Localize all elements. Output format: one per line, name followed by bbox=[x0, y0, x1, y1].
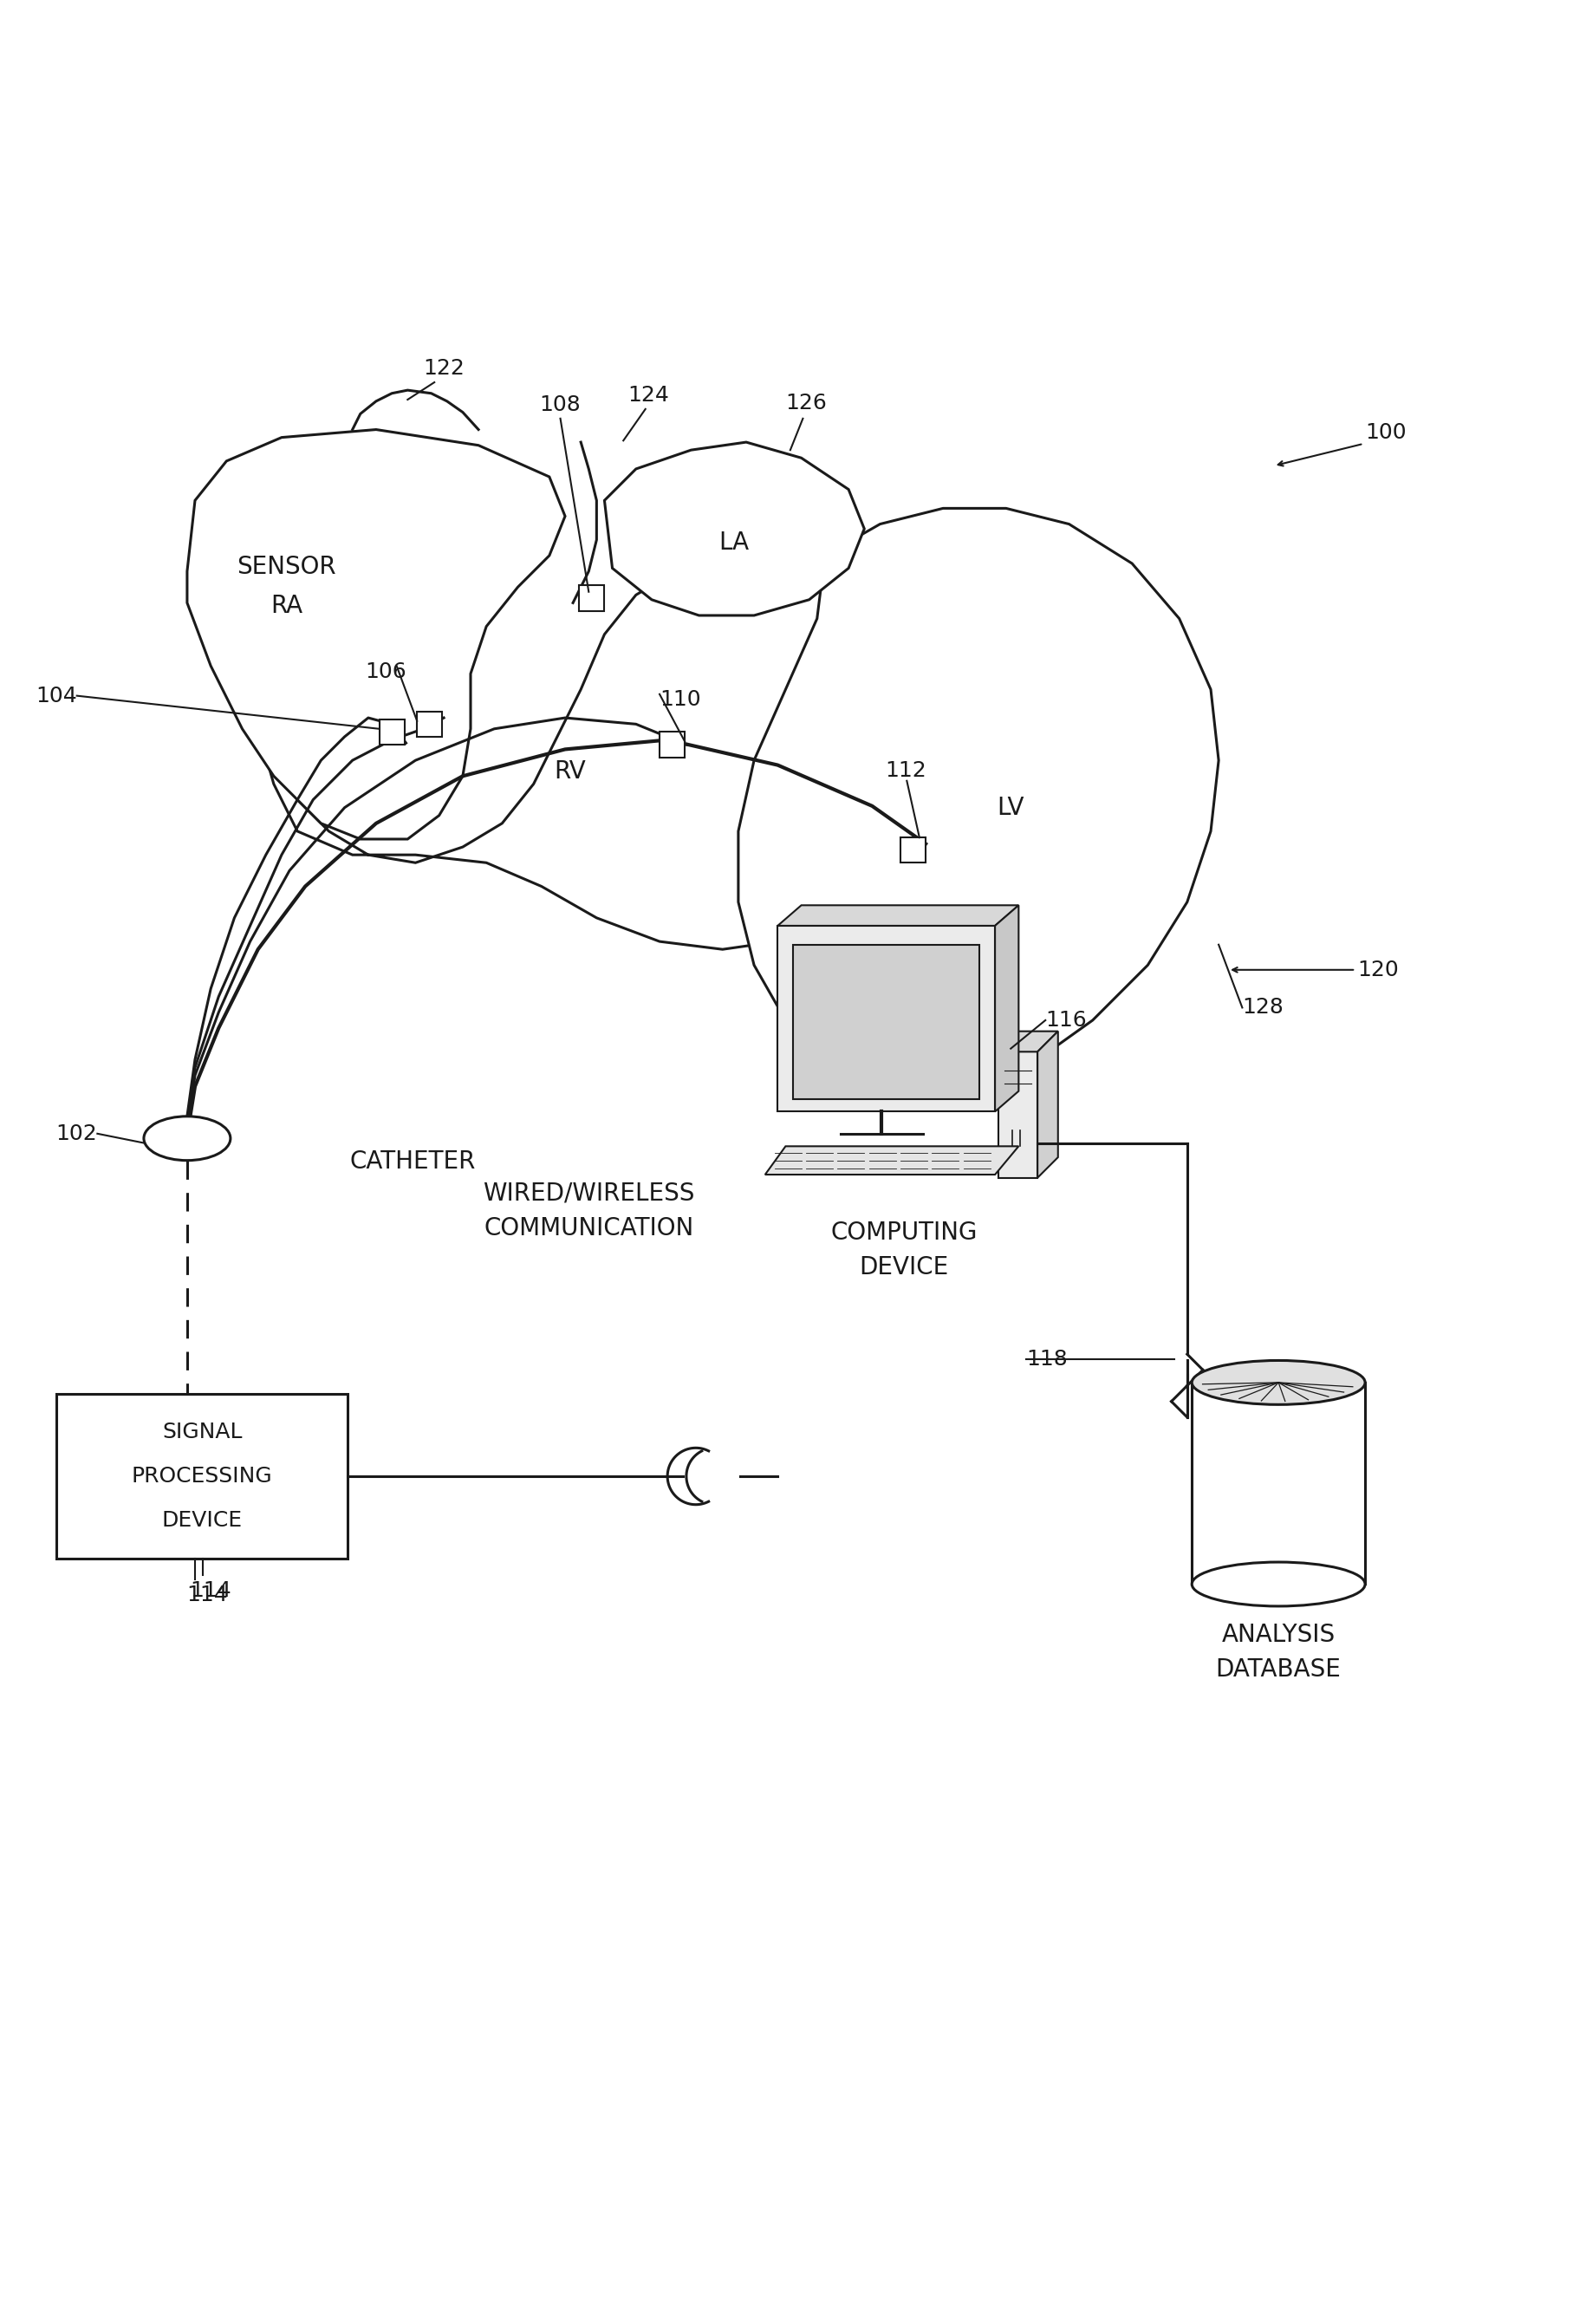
Text: SENSOR: SENSOR bbox=[236, 555, 336, 579]
Polygon shape bbox=[1037, 1032, 1058, 1178]
FancyBboxPatch shape bbox=[57, 1394, 347, 1559]
Text: SIGNAL: SIGNAL bbox=[162, 1422, 243, 1443]
Ellipse shape bbox=[144, 1116, 230, 1160]
Text: WIRED/WIRELESS: WIRED/WIRELESS bbox=[482, 1181, 695, 1206]
Text: 120: 120 bbox=[1356, 960, 1397, 981]
Text: DEVICE: DEVICE bbox=[858, 1255, 948, 1281]
FancyBboxPatch shape bbox=[379, 720, 404, 744]
Text: LV: LV bbox=[996, 795, 1025, 820]
Text: 110: 110 bbox=[660, 690, 701, 711]
Polygon shape bbox=[793, 944, 979, 1099]
Text: ANALYSIS: ANALYSIS bbox=[1221, 1622, 1334, 1648]
Text: COMPUTING: COMPUTING bbox=[829, 1220, 977, 1246]
Ellipse shape bbox=[1191, 1562, 1364, 1606]
Text: 114: 114 bbox=[190, 1580, 232, 1601]
Polygon shape bbox=[251, 562, 926, 951]
Text: 126: 126 bbox=[785, 393, 826, 414]
Polygon shape bbox=[1191, 1383, 1364, 1585]
FancyBboxPatch shape bbox=[899, 837, 925, 862]
FancyBboxPatch shape bbox=[660, 732, 685, 758]
Text: 100: 100 bbox=[1364, 423, 1405, 444]
Text: 112: 112 bbox=[885, 760, 926, 781]
Polygon shape bbox=[994, 906, 1018, 1111]
Polygon shape bbox=[998, 1053, 1037, 1178]
Text: DEVICE: DEVICE bbox=[162, 1511, 243, 1532]
Text: COMMUNICATION: COMMUNICATION bbox=[484, 1215, 693, 1241]
Polygon shape bbox=[777, 925, 994, 1111]
Text: RA: RA bbox=[270, 595, 303, 618]
Text: DATABASE: DATABASE bbox=[1215, 1657, 1340, 1680]
Text: 122: 122 bbox=[423, 358, 465, 379]
Text: CATHETER: CATHETER bbox=[349, 1150, 476, 1174]
Text: 116: 116 bbox=[1045, 1011, 1086, 1030]
Text: 128: 128 bbox=[1242, 997, 1283, 1018]
Text: RV: RV bbox=[554, 760, 585, 783]
Text: 102: 102 bbox=[56, 1122, 97, 1143]
Text: 124: 124 bbox=[628, 386, 669, 407]
Polygon shape bbox=[998, 1032, 1058, 1053]
Text: PROCESSING: PROCESSING bbox=[132, 1466, 273, 1487]
Polygon shape bbox=[737, 509, 1218, 1092]
Text: 114: 114 bbox=[187, 1585, 228, 1606]
Text: 108: 108 bbox=[539, 395, 580, 416]
Polygon shape bbox=[777, 906, 1018, 925]
Polygon shape bbox=[764, 1146, 1018, 1174]
Text: LA: LA bbox=[718, 530, 749, 555]
Text: 106: 106 bbox=[365, 660, 406, 681]
Polygon shape bbox=[604, 442, 864, 616]
Polygon shape bbox=[187, 430, 565, 839]
Text: 104: 104 bbox=[35, 686, 76, 706]
Text: 118: 118 bbox=[1026, 1348, 1067, 1369]
FancyBboxPatch shape bbox=[417, 711, 442, 737]
Ellipse shape bbox=[1191, 1360, 1364, 1404]
FancyBboxPatch shape bbox=[579, 586, 604, 611]
